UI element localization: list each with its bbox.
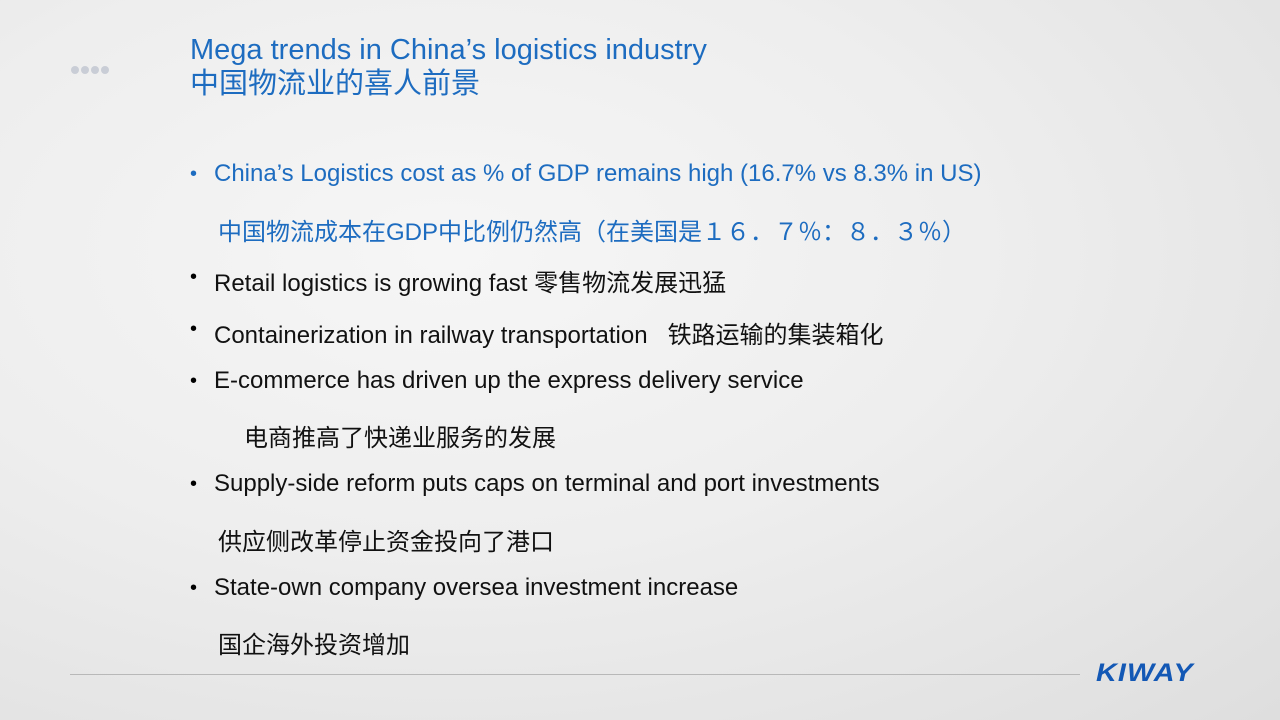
title-chinese: 中国物流业的喜人前景: [190, 68, 481, 100]
bullet-1: China’s Logistics cost as % of GDP remai…: [214, 160, 982, 187]
bullet-6: State-own company oversea investment inc…: [214, 574, 739, 601]
kiway-logo: KIWAY: [1096, 659, 1194, 687]
bullet-4-sub: 电商推高了快递业服务的发展: [244, 425, 556, 452]
bullet-3: Containerization in railway transportati…: [214, 322, 884, 349]
bullet-marker: •: [190, 577, 198, 599]
bullet-marker: •: [190, 473, 198, 495]
bullet-4: E-commerce has driven up the express del…: [214, 367, 804, 394]
bullet-marker: •: [190, 318, 198, 340]
slide-title: Mega trends in China’s logistics industr…: [190, 33, 707, 101]
bullet-5-sub: 供应侧改革停止资金投向了港口: [218, 529, 554, 556]
bullet-marker: •: [190, 266, 198, 288]
bullet-6-sub: 国企海外投资增加: [218, 632, 410, 659]
bullet-marker: •: [190, 163, 198, 185]
bullet-5: Supply-side reform puts caps on terminal…: [214, 470, 880, 497]
bullet-marker: •: [190, 370, 198, 392]
title-english: Mega trends in China’s logistics industr…: [190, 34, 707, 66]
footer-divider: [70, 674, 1080, 675]
bullet-2: Retail logistics is growing fast 零售物流发展迅…: [214, 270, 727, 297]
bullet-1-sub: 中国物流成本在GDP中比例仍然高（在美国是１６．７％：８．３％）: [218, 219, 967, 246]
decorative-dots: [71, 66, 109, 74]
